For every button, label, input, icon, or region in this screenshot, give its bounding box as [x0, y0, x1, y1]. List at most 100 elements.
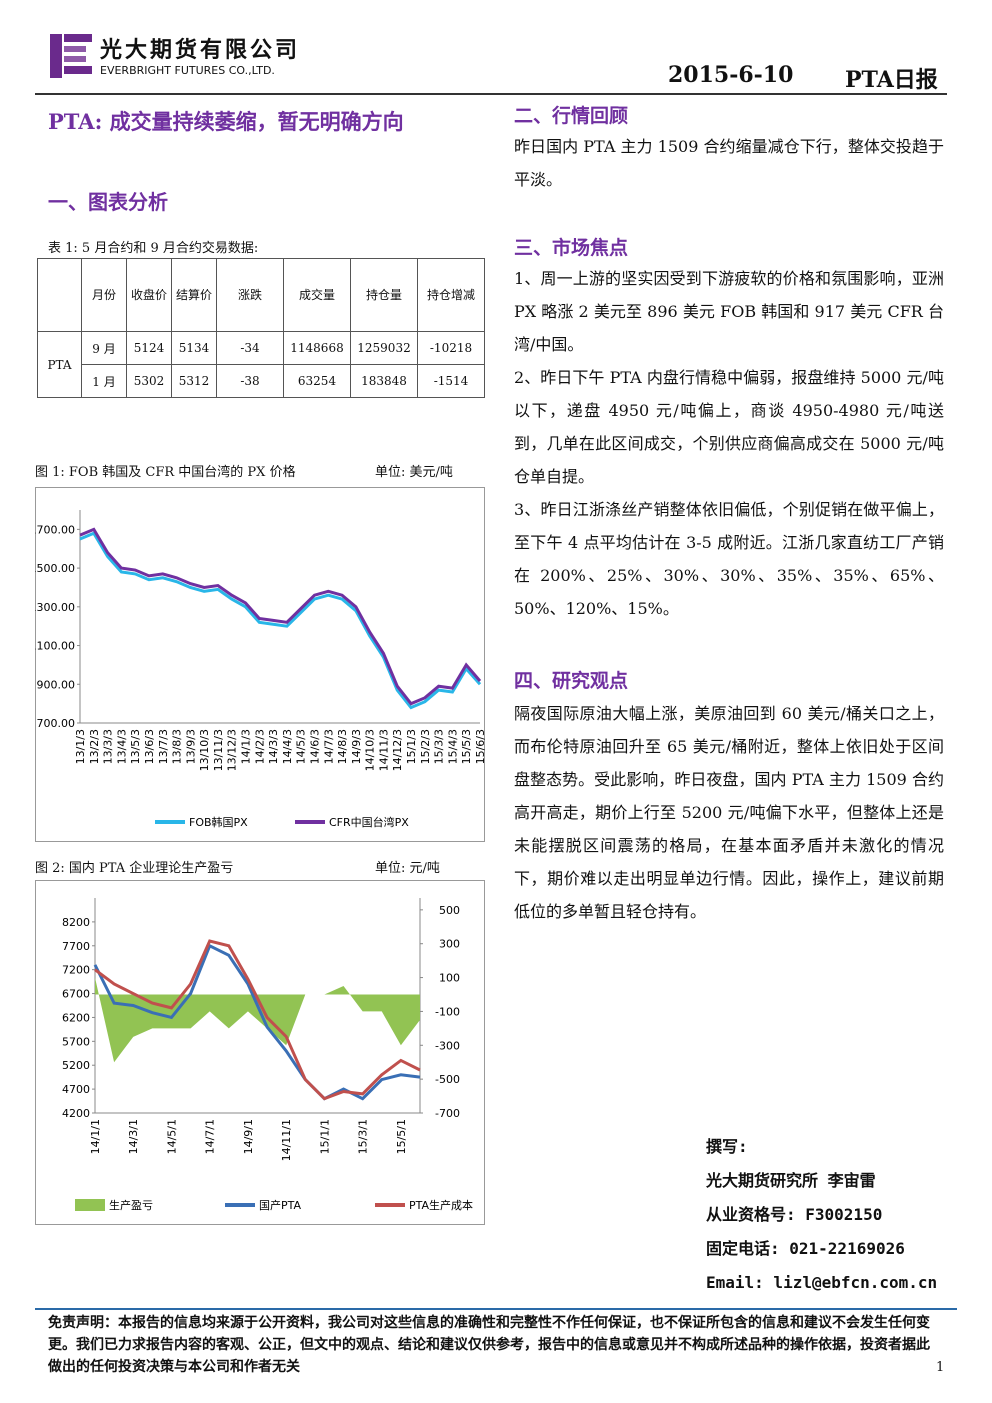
legend-label: 生产盈亏 [109, 1198, 153, 1212]
x-tick-label: 13/2/3 [88, 729, 101, 764]
line [79, 531, 482, 710]
section-title: 三、市场焦点 [514, 237, 629, 259]
report-name: PTA日报 [845, 67, 938, 93]
figure-unit: 单位: 元/吨 [375, 861, 440, 876]
x-tick-label: 14/3/3 [267, 729, 280, 764]
x-tick-label: 14/1/1 [89, 1119, 102, 1154]
author-line: 从业资格号: F3002150 [706, 1205, 883, 1224]
table-cell: -34 [216, 331, 284, 365]
x-tick-label: 13/7/3 [157, 729, 170, 764]
x-tick-label: 13/1/3 [74, 729, 87, 764]
table-cell: -1514 [417, 364, 485, 398]
legend-label: FOB韩国PX [189, 815, 248, 829]
x-tick-label: 14/7/3 [322, 729, 335, 764]
section-title: 四、研究观点 [514, 670, 629, 692]
table-cell: 9 月 [81, 331, 127, 365]
x-tick-label: 13/8/3 [171, 729, 184, 764]
table-header: 成交量 [283, 258, 351, 332]
footer-rule [35, 1308, 957, 1310]
section-title: 一、图表分析 [48, 190, 168, 214]
x-tick-label: 14/9/1 [242, 1119, 255, 1154]
table-cell: 1259032 [350, 331, 418, 365]
table-header: 月份 [81, 258, 127, 332]
paragraph: 3、昨日江浙涤丝产销整体依旧偏低，个别促销在做平偏上，至下午 4 点平均估计在 … [514, 500, 944, 618]
x-tick-label: 15/5/1 [395, 1119, 408, 1154]
legend-label: PTA生产成本 [409, 1198, 473, 1212]
x-tick-label: 14/6/3 [308, 729, 321, 764]
table-cell: 63254 [283, 364, 351, 398]
x-tick-label: 15/2/3 [419, 729, 432, 764]
table-header: 持仓量 [350, 258, 418, 332]
y2-tick-label: -700 [435, 1107, 460, 1120]
y2-tick-label: -500 [435, 1073, 460, 1086]
table-header: 持仓增减 [417, 258, 485, 332]
company-en: EVERBRIGHT FUTURES CO.,LTD. [100, 64, 275, 77]
x-tick-label: 14/9/3 [350, 729, 363, 764]
x-tick-label: 14/3/1 [127, 1119, 140, 1154]
legend-swatch [75, 1199, 105, 1211]
x-tick-label: 13/4/3 [115, 729, 128, 764]
chart: 4200 4700 5200 5700 6200 6700 7200 7700 8200 -700… [35, 880, 485, 1225]
y-tick-label: 7700 [62, 940, 90, 953]
table-cell: PTA [37, 331, 82, 398]
table-header: 结算价 [171, 258, 217, 332]
area [95, 977, 420, 1063]
line [79, 527, 482, 706]
chart: 700.00 900.00 1100.00 1300.00 1500.00 1700.00… [35, 487, 485, 842]
table-row: PTA 9 月 5124 5134 -34 1148668 1259032 -10218 [37, 331, 485, 398]
table-header: 涨跌 [216, 258, 284, 332]
y-tick-label: 700.00 [37, 717, 76, 730]
line [93, 943, 421, 1101]
y-tick-label: 1500.00 [35, 562, 75, 575]
y-tick-label: 6700 [62, 988, 90, 1001]
x-tick-label: 15/6/3 [474, 729, 485, 764]
doc-title: PTA: 成交量持续萎缩，暂无明确方向 [48, 109, 404, 134]
table-cell [37, 258, 82, 332]
y-tick-label: 8200 [62, 916, 90, 929]
x-tick-label: 14/11/3 [377, 729, 390, 771]
x-tick-label: 14/11/1 [280, 1119, 293, 1161]
x-tick-label: 15/5/3 [460, 729, 473, 764]
y2-tick-label: -300 [435, 1039, 460, 1052]
author-line: 撰写: [706, 1137, 748, 1156]
header-rule [35, 93, 947, 95]
x-tick-label: 13/11/3 [212, 729, 225, 771]
legend-label: 国产PTA [259, 1198, 301, 1212]
x-tick-label: 14/8/3 [336, 729, 349, 764]
logo [50, 34, 92, 78]
figure-caption: 图 1: FOB 韩国及 CFR 中国台湾的 PX 价格 [35, 465, 296, 480]
author-block: 撰写: 光大期货研究所 李宙雷 从业资格号: F3002150 固定电话: 021-2… [706, 1130, 937, 1300]
author-line: Email: lizl@ebfcn.com.cn [706, 1273, 938, 1292]
legend-label: CFR中国台湾PX [329, 815, 409, 829]
x-tick-label: 14/12/3 [391, 729, 404, 771]
x-tick-label: 13/3/3 [102, 729, 115, 764]
paragraph: 1、周一上游的坚实因受到下游疲软的价格和氛围影响，亚洲 PX 略涨 2 美元至 … [514, 269, 944, 354]
y-tick-label: 5200 [62, 1059, 90, 1072]
x-tick-label: 13/6/3 [143, 729, 156, 764]
y-tick-label: 1700.00 [35, 523, 75, 536]
paragraph: 昨日国内 PTA 主力 1509 合约缩量减仓下行，整体交投趋于平淡。 [514, 137, 944, 189]
section-title: 二、行情回顾 [514, 105, 629, 127]
x-tick-label: 15/3/3 [433, 729, 446, 764]
y-tick-label: 6200 [62, 1011, 90, 1024]
x-tick-label: 15/1/3 [405, 729, 418, 764]
y-tick-label: 4200 [62, 1107, 90, 1120]
paragraph-group: 1、周一上游的坚实因受到下游疲软的价格和氛围影响，亚洲 PX 略涨 2 美元至 … [514, 262, 944, 625]
x-tick-label: 14/10/3 [364, 729, 377, 771]
date: 2015-6-10 [668, 62, 794, 88]
table-header: 收盘价 [126, 258, 172, 332]
table-cell: -10218 [417, 331, 485, 365]
y-tick-label: 1300.00 [35, 601, 75, 614]
author-line: 固定电话: 021-22169026 [706, 1239, 905, 1258]
table-cell: 1148668 [283, 331, 351, 365]
line [94, 939, 421, 1101]
x-tick-label: 13/5/3 [129, 729, 142, 764]
y-tick-label: 900.00 [37, 678, 76, 691]
table-cell: 5134 [171, 331, 217, 365]
table-cell: 5302 [126, 364, 172, 398]
y2-tick-label: -100 [435, 1005, 460, 1018]
author-line: 光大期货研究所 李宙雷 [706, 1171, 876, 1190]
table-cell: 1 月 [81, 364, 127, 398]
x-tick-label: 13/9/3 [184, 729, 197, 764]
